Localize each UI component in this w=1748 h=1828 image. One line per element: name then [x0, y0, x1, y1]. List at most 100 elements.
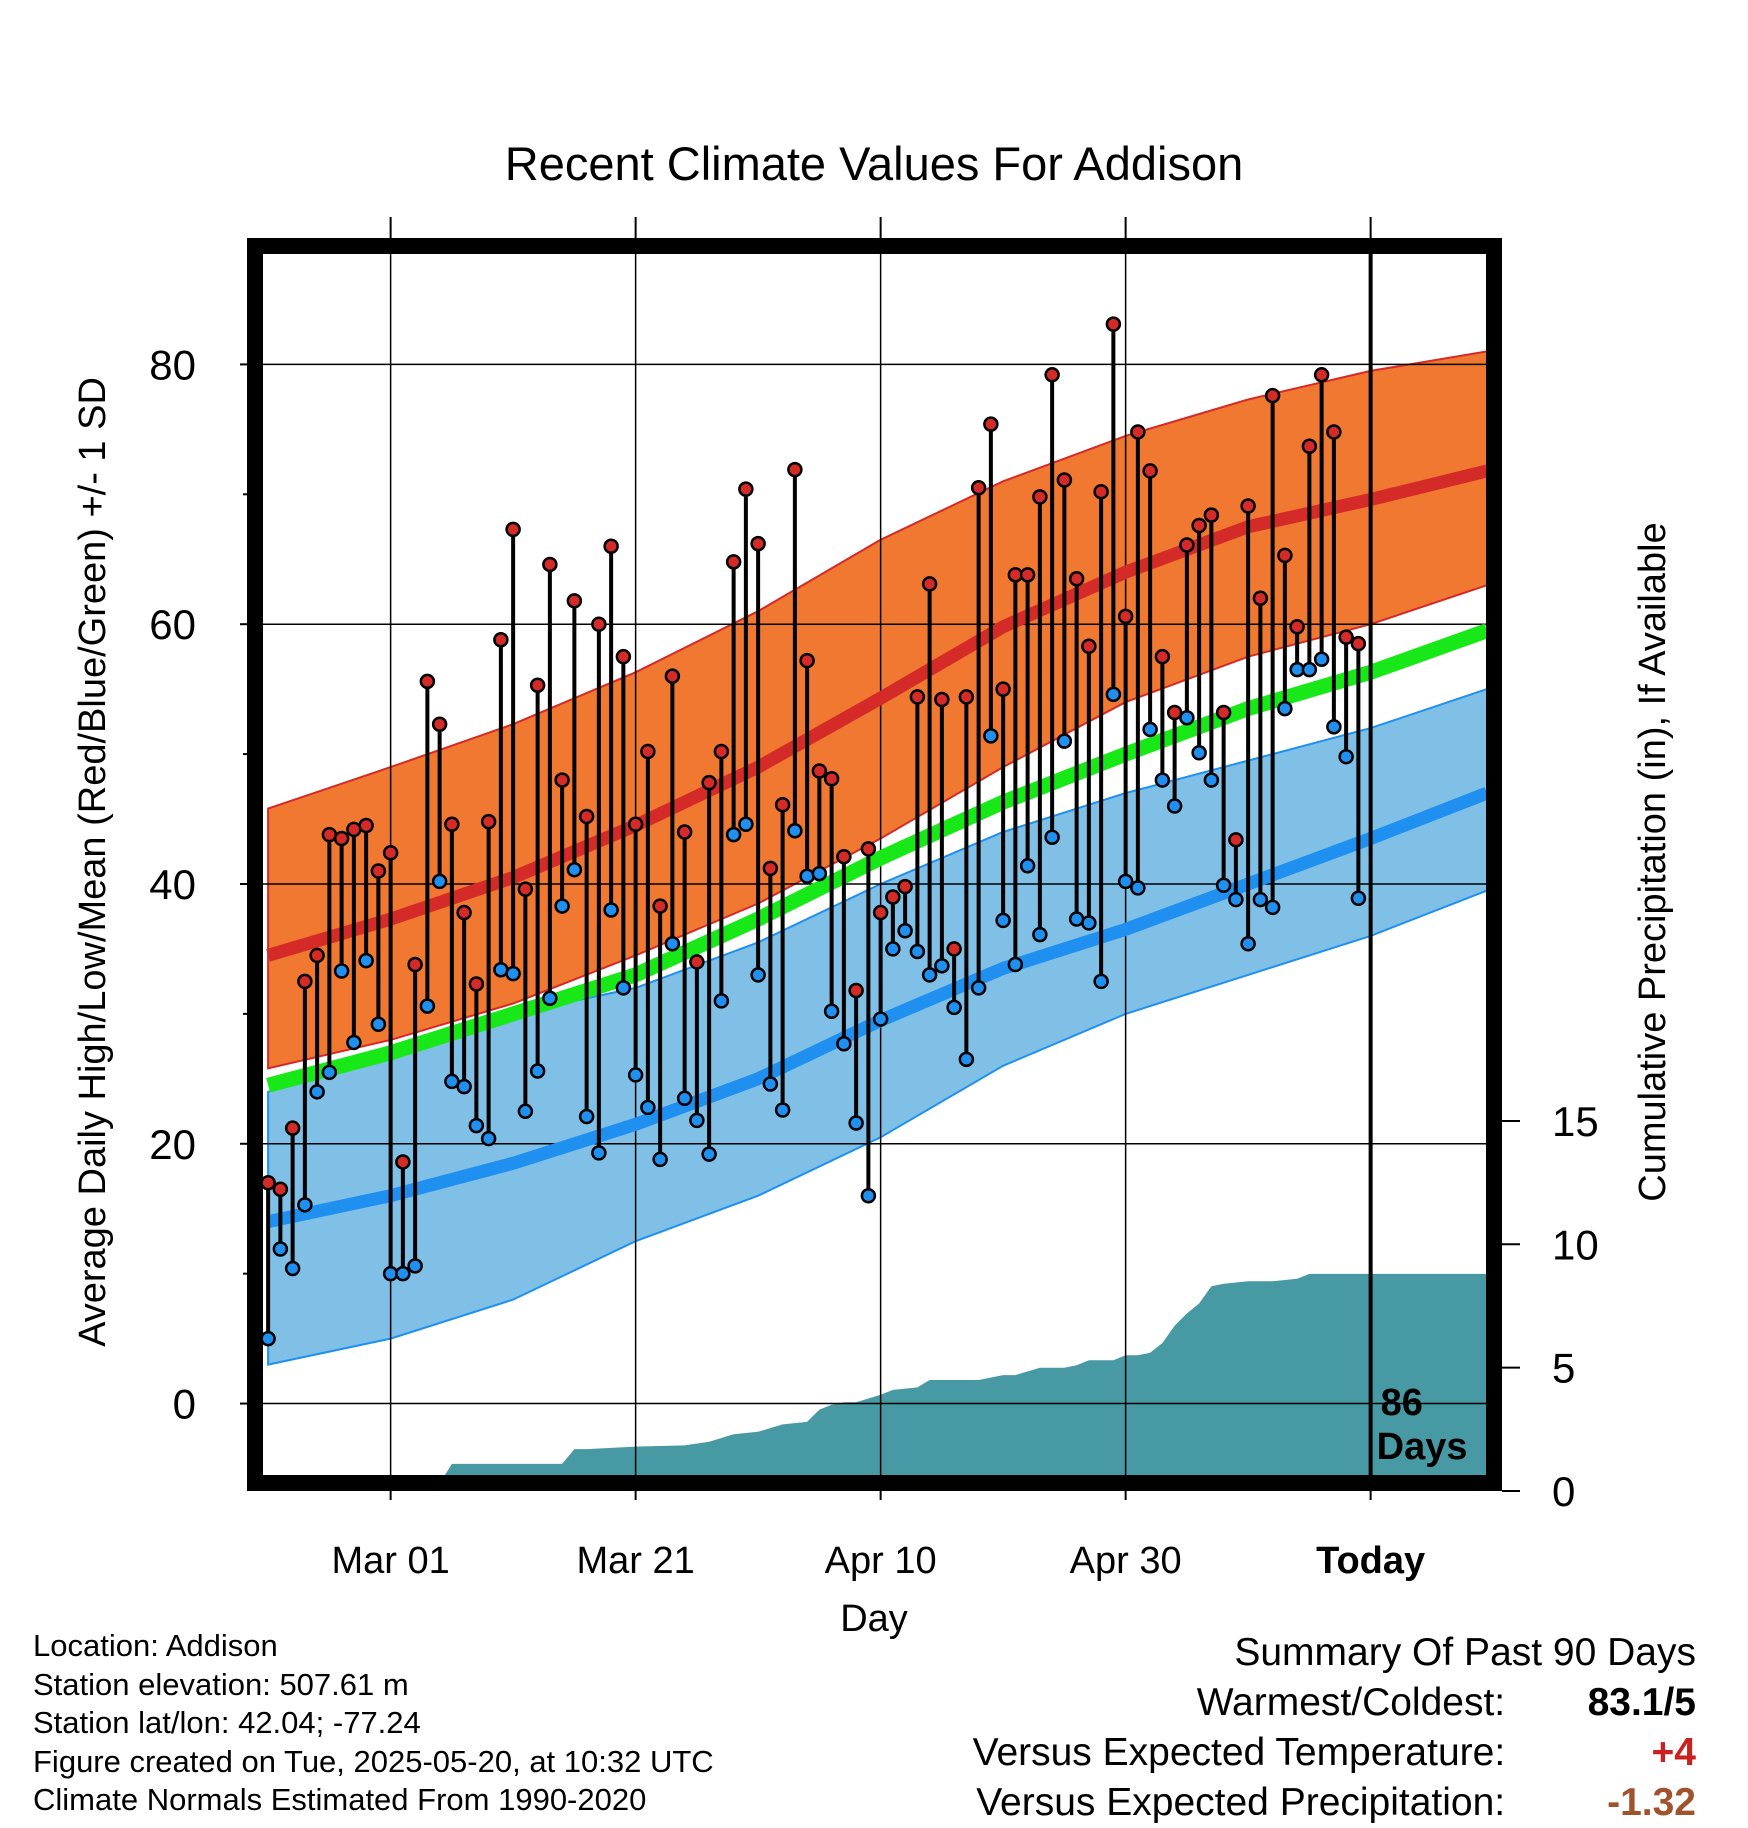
daily-high-point	[1142, 463, 1158, 479]
daily-low-point	[909, 943, 926, 960]
daily-low-point	[480, 1130, 497, 1147]
daily-high-point	[848, 982, 864, 999]
daily-low-point	[738, 816, 754, 832]
y-axis-label: Average Daily High/Low/Mean (Red/Blue/Gr…	[72, 377, 114, 1347]
daily-high-point	[713, 743, 730, 760]
daily-high-point	[419, 673, 436, 690]
y-tick-label: 0	[173, 1381, 196, 1428]
daily-high-point	[897, 878, 913, 895]
daily-high-point	[750, 535, 766, 552]
daily-low-point	[1191, 745, 1207, 761]
daily-low-point	[946, 999, 962, 1016]
daily-mean-normal-line	[266, 623, 1487, 1093]
daily-low-point	[1117, 873, 1134, 890]
y-tick-label: 20	[149, 1121, 196, 1168]
daily-high-point	[1301, 438, 1318, 454]
daily-high-point	[762, 860, 779, 877]
chart-title: Recent Climate Values For Addison	[505, 137, 1243, 190]
daily-low-point	[921, 967, 938, 983]
daily-low-point	[262, 1330, 276, 1347]
daily-high-point	[1326, 424, 1342, 440]
temp-anomaly-value: +4	[1651, 1731, 1696, 1774]
daily-low-point	[799, 868, 815, 884]
daily-low-point	[725, 826, 742, 843]
daily-low-point	[676, 1090, 693, 1107]
daily-high-point	[1130, 424, 1146, 440]
daily-high-point	[309, 947, 325, 964]
daily-high-point	[1032, 489, 1048, 505]
daily-high-point	[1289, 619, 1305, 635]
summary-panel: Summary Of Past 90 Days Warmest/Coldest:…	[973, 1628, 1696, 1828]
daily-low-point	[689, 1112, 705, 1129]
daily-low-point	[468, 1117, 485, 1134]
daily-low-point	[1007, 956, 1024, 973]
daily-high-point	[885, 889, 901, 905]
daily-low-point	[958, 1051, 975, 1068]
daily-high-point	[1203, 507, 1220, 523]
daily-low-point	[836, 1036, 852, 1052]
daily-high-point	[872, 904, 889, 921]
daily-low-point	[1081, 915, 1097, 931]
daily-low-point	[995, 912, 1011, 929]
daily-high-point	[566, 593, 583, 609]
daily-high-point	[1081, 638, 1097, 655]
daily-low-point	[640, 1099, 656, 1116]
x-tick-label: Mar 01	[331, 1540, 449, 1582]
daily-low-point	[811, 865, 828, 882]
daily-low-point	[321, 1064, 338, 1081]
daily-high-point	[444, 816, 460, 832]
y-tick-label: 40	[149, 861, 196, 908]
daily-high-point	[603, 538, 619, 555]
daily-low-point	[1240, 935, 1256, 952]
daily-low-point	[701, 1146, 717, 1162]
daily-high-point	[262, 1174, 276, 1191]
precip-anomaly-value: -1.32	[1607, 1781, 1696, 1824]
daily-low-point	[652, 1151, 668, 1168]
daily-high-point	[615, 648, 632, 665]
daily-high-point	[1240, 498, 1256, 514]
daily-high-point	[995, 681, 1011, 697]
daily-low-point	[358, 952, 374, 969]
daily-high-point	[652, 898, 668, 914]
daily-low-point	[566, 861, 583, 878]
daily-high-point	[1338, 629, 1354, 645]
daily-low-point	[1326, 719, 1342, 735]
daily-low-point	[1056, 733, 1073, 749]
daily-low-point	[848, 1115, 864, 1131]
daily-low-point	[346, 1034, 362, 1051]
daily-low-point	[970, 980, 987, 996]
latlon-text: Station lat/lon: 42.04; -77.24	[33, 1705, 421, 1740]
x-tick-label: Apr 30	[1070, 1540, 1182, 1582]
daily-high-point	[1350, 635, 1367, 652]
daily-high-point	[787, 461, 803, 478]
daily-high-point	[627, 816, 644, 832]
daily-low-point	[762, 1076, 779, 1092]
daily-low-point	[505, 965, 521, 982]
daily-high-point	[701, 774, 717, 791]
daily-low-point	[860, 1187, 877, 1204]
daily-high-point	[1105, 316, 1122, 332]
daily-low-point	[591, 1145, 607, 1161]
daily-high-point	[284, 1120, 301, 1136]
daily-high-point	[395, 1154, 411, 1170]
precip-anomaly-row: Versus Expected Precipitation: -1.32	[973, 1778, 1696, 1828]
x-tick-label: Apr 10	[825, 1540, 937, 1582]
daily-high-point	[774, 796, 791, 813]
daily-high-point	[297, 973, 313, 990]
daily-high-point	[1191, 517, 1207, 534]
daily-low-point	[1228, 891, 1244, 908]
daily-low-point	[456, 1078, 472, 1095]
daily-high-point	[640, 743, 656, 760]
daily-high-point	[480, 813, 497, 830]
location-text: Location: Addison	[33, 1628, 278, 1663]
daily-high-point	[799, 652, 815, 669]
daily-low-point	[284, 1260, 301, 1277]
daily-high-point	[554, 772, 570, 788]
elevation-text: Station elevation: 507.61 m	[33, 1666, 409, 1702]
daily-low-point	[333, 963, 350, 979]
daily-low-point	[1350, 890, 1367, 907]
daily-high-normal-line	[266, 464, 1487, 962]
daily-high-point	[1179, 537, 1195, 553]
y-tick-label: 80	[149, 341, 196, 388]
